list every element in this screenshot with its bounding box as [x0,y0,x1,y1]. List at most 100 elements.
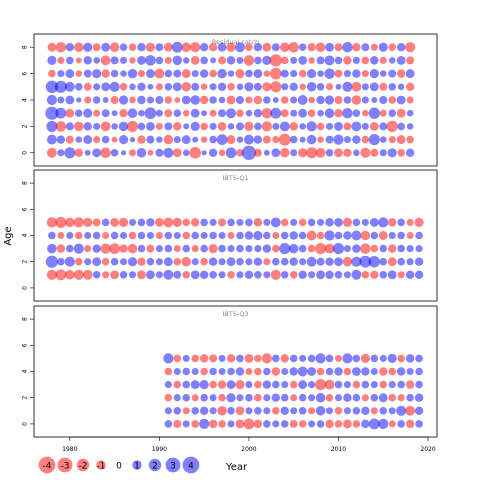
bubble [397,271,405,279]
bubble [307,109,316,117]
bubble [128,271,137,279]
bubble [362,109,369,117]
bubble [281,83,289,91]
bubble [92,231,101,240]
y-tick-label: 0 [22,422,29,426]
bubble [57,56,65,64]
bubble [280,69,289,78]
bubble [210,57,217,64]
bubble [46,94,58,106]
bubble [83,82,92,91]
bubble [281,367,289,376]
bubble [191,407,199,415]
bubble [83,42,93,52]
bubble [137,231,146,240]
legend-item: 1 [132,460,142,472]
y-tick-label: 2 [22,396,29,400]
legend-bubble [182,456,200,474]
bubble [173,122,182,131]
bubble [74,42,84,52]
bubble [379,149,387,157]
bubble [334,95,343,105]
bubble [128,43,137,51]
bubble [209,271,217,279]
bubble [164,231,173,240]
x-tick-label: 2020 [420,446,435,453]
bubble [83,122,92,131]
x-tick-label: 2000 [241,446,256,453]
bubble [236,257,244,266]
bubble [137,122,146,131]
bubble [272,244,280,253]
bubble [317,70,324,77]
bubble [263,407,271,415]
bubble [236,149,244,157]
bubble [289,271,298,279]
bubble [163,42,173,52]
bubble [415,231,423,240]
bubble [110,257,119,266]
x-axis: 1980 1990 2000 2010 2020 [62,436,436,453]
bubble [243,134,254,145]
bubble [236,244,244,253]
bubble [100,243,111,254]
bubble [73,217,84,228]
bubble [306,230,317,241]
bubble [343,231,352,240]
legend-item: 3 [165,457,181,473]
bubble [272,97,279,103]
bubble [397,83,405,91]
bubble [199,354,209,363]
bubble [368,107,381,119]
bubble [307,354,316,363]
bubble [316,420,325,428]
bubble [396,405,407,416]
bubble [102,271,110,279]
bubble [84,96,92,104]
legend-label: 0 [116,462,122,472]
bubble [352,56,360,64]
bubble [199,69,209,78]
bubble [190,121,200,131]
bubble [334,69,343,78]
bubble [290,56,298,64]
bubble [74,83,83,91]
bubble [298,407,307,415]
bubble [100,121,111,132]
bubble [396,69,406,78]
bubble [272,380,280,389]
bubble [262,55,272,65]
panel-3: IBTS-Q3 0 2 4 6 8 [22,305,438,438]
bubble [74,121,84,132]
bubble [83,135,93,145]
bubble [334,121,343,131]
bubble [155,95,164,105]
bubble [263,367,271,376]
bubble [74,231,83,240]
bubble [57,70,65,78]
bubble [155,271,163,279]
bubble [351,121,362,132]
bubble [405,354,415,363]
bubble [289,231,298,240]
bubble [92,43,101,52]
legend-item: 4 [182,456,200,474]
bubble [280,96,289,104]
bubble [173,69,182,78]
bubble [387,257,397,267]
bubble [65,108,75,118]
bubble [200,231,208,240]
legend: -4 -3 -2 -1 0 1 2 3 4 [38,456,200,474]
bubble [388,69,397,78]
bubble [370,354,379,363]
bubble [361,83,369,91]
bubble [199,380,209,390]
bubble [182,420,190,428]
bubble [351,95,362,105]
bubble [235,380,245,390]
bubble [236,83,244,91]
bubble [397,380,405,389]
bubble [155,83,163,91]
bubble [244,121,254,131]
bubble [155,43,164,52]
